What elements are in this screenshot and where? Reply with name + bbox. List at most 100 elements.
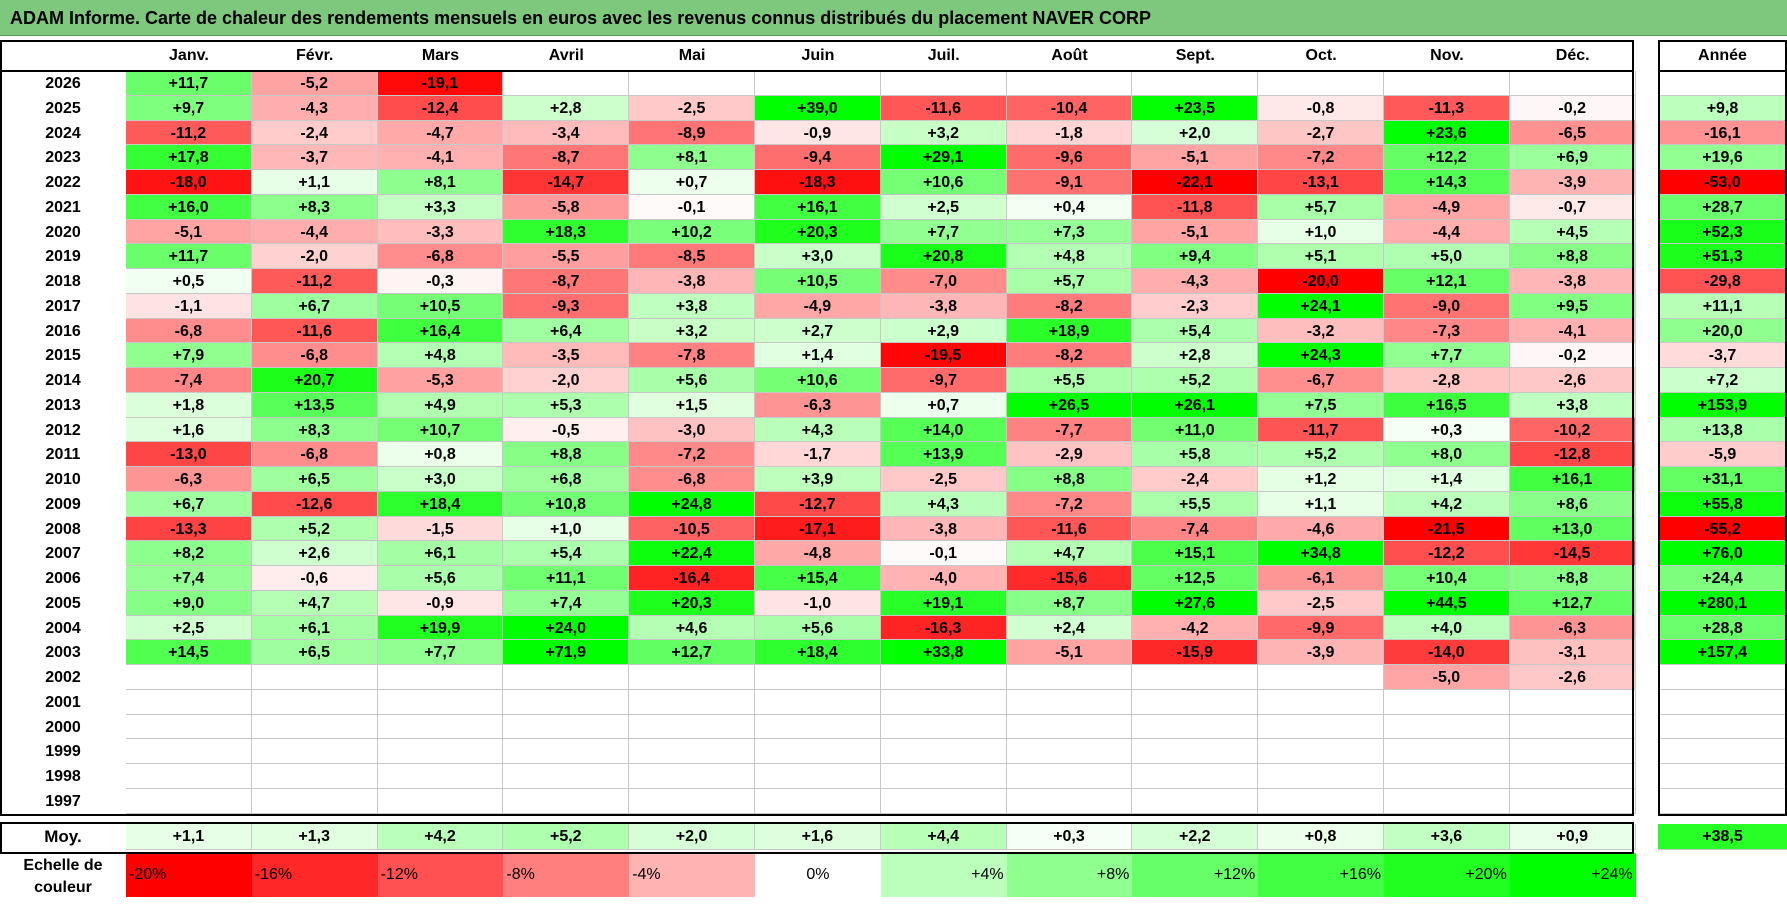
- annual-cell: -5,9: [1658, 442, 1787, 467]
- heatmap-cell: +10,7: [377, 417, 504, 443]
- heatmap-cell: -7,3: [1384, 318, 1510, 344]
- heatmap-cell: +16,1: [1509, 467, 1636, 492]
- heatmap-cell: [251, 788, 378, 814]
- heatmap-cell: [251, 714, 378, 740]
- heatmap-cell: +19,1: [880, 590, 1007, 616]
- heatmap-cell: [1384, 764, 1510, 789]
- heatmap-cell: -2,3: [1132, 293, 1259, 319]
- average-annual-cell: +38,5: [1658, 823, 1787, 850]
- heatmap-cell: +39,0: [755, 95, 881, 121]
- scale-swatch: +16%: [1258, 853, 1384, 897]
- heatmap-cell: +8,3: [251, 417, 378, 443]
- annual-cell: [1658, 714, 1787, 740]
- heatmap-cell: -4,6: [1258, 516, 1384, 542]
- heatmap-cell: +12,2: [1384, 145, 1510, 170]
- heatmap-cell: +1,5: [629, 392, 755, 418]
- heatmap-cell: -4,9: [1384, 194, 1510, 220]
- heatmap-cell: +12,7: [629, 640, 755, 665]
- scale-swatch: +24%: [1509, 853, 1636, 897]
- annual-cell: -55,2: [1658, 516, 1787, 542]
- heatmap-cell: +8,3: [251, 194, 378, 220]
- heatmap-cell: +8,8: [503, 442, 630, 467]
- heatmap-cell: +8,7: [1006, 590, 1133, 616]
- heatmap-cell: +11,7: [126, 244, 252, 269]
- heatmap-cell: -4,2: [1132, 615, 1259, 641]
- heatmap-cell: -0,7: [1509, 194, 1636, 220]
- heatmap-cell: -11,7: [1258, 417, 1384, 443]
- heatmap-cell: -22,1: [1132, 170, 1259, 195]
- heatmap-cell: -9,9: [1258, 615, 1384, 641]
- heatmap-cell: -2,7: [1258, 120, 1384, 146]
- heatmap-cell: [755, 665, 881, 690]
- heatmap-cell: -2,5: [629, 95, 755, 121]
- heatmap-cell: -6,8: [377, 244, 504, 269]
- average-cell: +3,6: [1384, 823, 1510, 850]
- heatmap-cell: -18,3: [755, 170, 881, 195]
- heatmap-cell: [503, 71, 630, 96]
- heatmap-cell: -6,8: [629, 467, 755, 492]
- year-label: 2013: [45, 396, 81, 414]
- heatmap-cell: [377, 764, 504, 789]
- heatmap-cell: -3,2: [1258, 318, 1384, 344]
- scale-swatch: +4%: [880, 853, 1007, 897]
- heatmap-cell: +17,8: [126, 145, 252, 170]
- scale-swatch: 0%: [755, 853, 881, 897]
- heatmap-cell: -4,9: [755, 293, 881, 319]
- heatmap-cell: +10,2: [629, 219, 755, 245]
- heatmap-cell: -4,0: [880, 566, 1007, 591]
- heatmap-cell: +5,8: [1132, 442, 1259, 467]
- heatmap-cell: -2,9: [1006, 442, 1133, 467]
- heatmap-cell: -12,6: [251, 491, 378, 517]
- heatmap-cell: [503, 764, 630, 789]
- heatmap-cell: -9,1: [1006, 170, 1133, 195]
- heatmap-cell: -0,1: [880, 541, 1007, 566]
- heatmap-cell: [1132, 71, 1259, 96]
- heatmap-cell: [503, 788, 630, 814]
- heatmap-cell: +18,4: [377, 491, 504, 517]
- heatmap-cell: +8,6: [1509, 491, 1636, 517]
- heatmap-cell: +4,9: [377, 392, 504, 418]
- heatmap-cell: +6,5: [251, 467, 378, 492]
- heatmap-cell: +11,7: [126, 71, 252, 96]
- heatmap-cell: -0,9: [755, 120, 881, 146]
- heatmap-cell: [1384, 714, 1510, 740]
- scale-swatch: +12%: [1132, 853, 1259, 897]
- heatmap-cell: +8,1: [377, 170, 504, 195]
- heatmap-cell: +13,5: [251, 392, 378, 418]
- average-cell: +0,9: [1509, 823, 1636, 850]
- heatmap-cell: +0,7: [880, 392, 1007, 418]
- heatmap-cell: -2,4: [251, 120, 378, 146]
- heatmap-cell: -7,8: [629, 343, 755, 368]
- heatmap-cell: +6,4: [503, 318, 630, 344]
- heatmap-cell: [126, 788, 252, 814]
- heatmap-cell: -3,8: [1509, 269, 1636, 294]
- heatmap-cell: -8,2: [1006, 343, 1133, 368]
- heatmap-cell: [1006, 665, 1133, 690]
- year-label: 2009: [45, 495, 81, 513]
- heatmap-cell: +16,4: [377, 318, 504, 344]
- heatmap-cell: -2,8: [1384, 368, 1510, 393]
- heatmap-cell: +7,4: [503, 590, 630, 616]
- year-label: 2005: [45, 594, 81, 612]
- heatmap-cell: -0,6: [251, 566, 378, 591]
- heatmap-cell: -11,2: [251, 269, 378, 294]
- heatmap-cell: +5,7: [1006, 269, 1133, 294]
- heatmap-cell: +22,4: [629, 541, 755, 566]
- heatmap-cell: -2,0: [251, 244, 378, 269]
- heatmap-cell: +4,2: [1384, 491, 1510, 517]
- month-header: Mai: [678, 47, 706, 64]
- heatmap-cell: -11,8: [1132, 194, 1259, 220]
- heatmap-cell: [126, 665, 252, 690]
- annual-cell: +55,8: [1658, 491, 1787, 517]
- heatmap-cell: -18,0: [126, 170, 252, 195]
- heatmap-cell: -8,9: [629, 120, 755, 146]
- heatmap-cell: [880, 739, 1007, 764]
- heatmap-cell: [1384, 71, 1510, 96]
- heatmap-cell: +3,9: [755, 467, 881, 492]
- heatmap-cell: [755, 714, 881, 740]
- heatmap-cell: +8,8: [1509, 566, 1636, 591]
- heatmap-cell: -0,1: [629, 194, 755, 220]
- heatmap-cell: +15,4: [755, 566, 881, 591]
- heatmap-cell: -21,5: [1384, 516, 1510, 542]
- heatmap-cell: [251, 689, 378, 715]
